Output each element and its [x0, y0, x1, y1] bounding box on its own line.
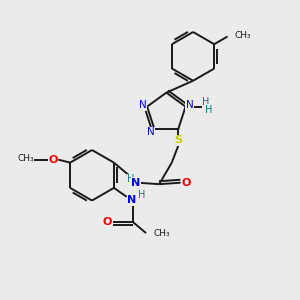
Text: H: H: [206, 105, 213, 115]
Text: O: O: [182, 178, 191, 188]
Text: H: H: [138, 190, 145, 200]
Text: CH₃: CH₃: [234, 31, 251, 40]
Text: N: N: [128, 195, 137, 206]
Text: H: H: [127, 174, 135, 184]
Text: CH₃: CH₃: [154, 229, 170, 238]
Text: N: N: [186, 100, 194, 110]
Text: S: S: [174, 136, 182, 146]
Text: O: O: [103, 217, 112, 227]
Text: N: N: [147, 127, 155, 137]
Text: N: N: [139, 100, 147, 110]
Text: O: O: [48, 155, 58, 165]
Text: N: N: [131, 178, 141, 188]
Text: CH₃: CH₃: [17, 154, 34, 163]
Text: H: H: [202, 98, 210, 107]
